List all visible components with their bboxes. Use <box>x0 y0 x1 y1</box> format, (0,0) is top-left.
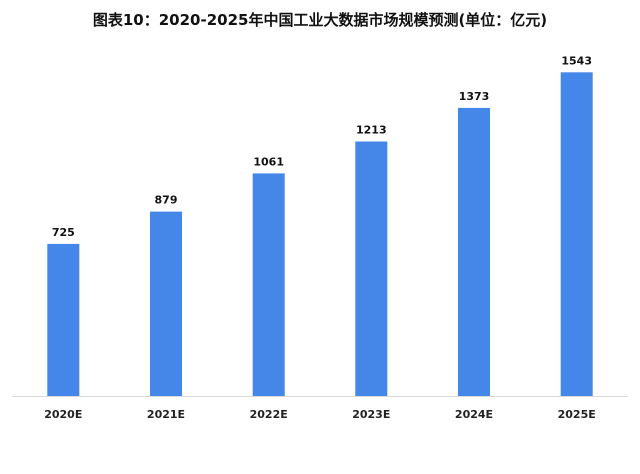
x-tick-label-2024E: 2024E <box>455 408 493 421</box>
data-label-2021E: 879 <box>155 194 178 207</box>
bar-2025E <box>560 72 593 397</box>
data-label-2020E: 725 <box>52 226 75 239</box>
data-label-2023E: 1213 <box>356 124 387 137</box>
labels-layer: 725 2020E 879 2021E 1061 2022E 1213 2023E 1373 20… <box>44 54 596 421</box>
data-label-2025E: 1543 <box>561 54 592 67</box>
data-label-2022E: 1061 <box>253 155 284 168</box>
bar-2023E <box>355 141 388 396</box>
bar-2022E <box>252 173 285 396</box>
chart-title: 图表10：2020-2025年中国工业大数据市场规模预测(单位：亿元) <box>92 11 548 29</box>
x-tick-label-2025E: 2025E <box>558 408 596 421</box>
bar-2021E <box>150 211 182 396</box>
x-tick-label-2020E: 2020E <box>44 408 82 421</box>
x-tick-label-2022E: 2022E <box>250 408 288 421</box>
data-label-2024E: 1373 <box>459 90 490 103</box>
x-tick-label-2021E: 2021E <box>147 408 185 421</box>
bar-2024E <box>458 107 490 397</box>
x-tick-label-2023E: 2023E <box>352 408 390 421</box>
bar-2020E <box>47 243 80 396</box>
bars-layer <box>47 72 593 397</box>
